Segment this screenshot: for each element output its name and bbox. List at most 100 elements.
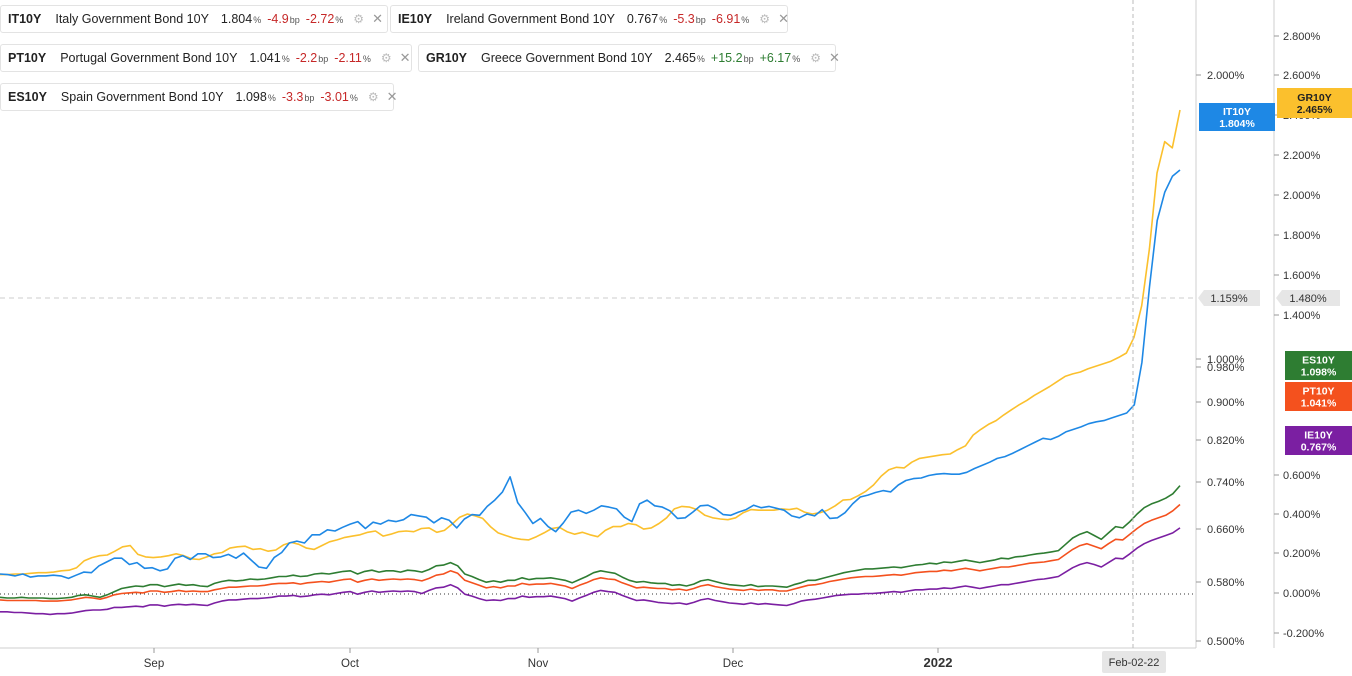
left-axis-tick-label: 0.660% <box>1207 524 1245 536</box>
left-axis: 2.000% 1.000%0.980% 0.900% 0.820% 0.740% 0.66… <box>1195 0 1245 648</box>
crosshair-date-label: Feb-02-22 <box>1109 657 1160 669</box>
end-tag-symbol: ES10Y <box>1302 355 1335 367</box>
end-tag-box <box>1199 103 1275 131</box>
legend-change: -4.9bp <box>267 12 300 26</box>
left-axis-tick-label: 0.500% <box>1207 636 1245 648</box>
legend-symbol[interactable]: IT10Y <box>8 12 42 26</box>
crosshair-right-value-box <box>1276 290 1340 306</box>
end-tag-symbol: PT10Y <box>1302 386 1334 398</box>
settings-icon[interactable]: ⚙ <box>810 51 821 65</box>
legend-symbol[interactable]: PT10Y <box>8 51 47 65</box>
settings-icon[interactable]: ⚙ <box>353 12 365 26</box>
legend-percent: -2.11% <box>334 51 371 65</box>
end-tag-symbol: GR10Y <box>1297 92 1331 104</box>
x-axis: Sep Oct Nov Dec 2022 <box>0 647 1196 670</box>
legend-name: Greece Government Bond 10Y <box>481 51 653 65</box>
legend-name: Spain Government Bond 10Y <box>60 90 224 104</box>
legend-symbol[interactable]: ES10Y <box>8 90 47 104</box>
legend-change: +15.2bp <box>710 51 754 65</box>
right-axis-tick-label: 1.800% <box>1283 230 1321 242</box>
end-tag-box <box>1285 426 1352 455</box>
end-tag-value: 0.767% <box>1301 442 1337 454</box>
x-axis-tick-label: Sep <box>144 658 164 670</box>
x-axis-tick-label: Dec <box>723 658 744 670</box>
right-axis-tick-label: 0.000% <box>1283 588 1321 600</box>
right-axis-tick-label: 2.800% <box>1283 31 1321 43</box>
right-axis-tick-label: 1.600% <box>1283 270 1321 282</box>
series-line-pt10y[interactable] <box>0 503 1181 602</box>
left-axis-tick-label: 1.000% <box>1207 354 1245 366</box>
series-line-it10y[interactable] <box>0 169 1181 580</box>
legend-pt10y[interactable]: PT10Y Portugal Government Bond 10Y 1.041% -… <box>0 44 412 72</box>
legend-ie10y[interactable]: IE10Y Ireland Government Bond 10Y 0.767% -5… <box>390 5 789 33</box>
legend-change: -3.3bp <box>281 90 315 104</box>
x-axis-tick-label: Oct <box>341 658 360 670</box>
right-axis-tick-label: 0.600% <box>1283 470 1321 482</box>
legend-es10y[interactable]: ES10Y Spain Government Bond 10Y 1.098% -3.3… <box>0 83 398 111</box>
close-icon[interactable]: ✕ <box>399 50 411 65</box>
crosshair-left-value-box <box>1198 290 1260 306</box>
left-axis-tick-label: 0.740% <box>1207 477 1245 489</box>
legend-percent: +6.17% <box>759 51 801 65</box>
right-axis-tick-label: 2.000% <box>1283 190 1321 202</box>
legend-value: 1.098% <box>235 90 276 104</box>
left-axis-tick-label: 0.820% <box>1207 435 1245 447</box>
right-axis-tick-label: 0.400% <box>1283 509 1321 521</box>
right-axis-tick-label: -0.200% <box>1283 628 1324 640</box>
end-tag-value: 1.041% <box>1301 398 1337 410</box>
series-line-gr10y[interactable] <box>0 109 1181 576</box>
right-axis-tick-label: 1.400% <box>1283 310 1321 322</box>
end-tag-value: 2.465% <box>1297 104 1333 116</box>
legend-percent: -3.01% <box>320 90 358 104</box>
end-tag-symbol: IE10Y <box>1304 430 1333 442</box>
right-axis-tick-label: 2.200% <box>1283 150 1321 162</box>
legend-name: Ireland Government Bond 10Y <box>446 12 615 26</box>
close-icon[interactable]: ✕ <box>829 50 840 65</box>
end-tag-box <box>1285 351 1352 380</box>
end-tags: GR10Y2.465%IT10Y1.804%ES10Y1.098%PT10Y1.… <box>1199 88 1352 455</box>
left-axis-tick-label: 2.000% <box>1207 70 1245 82</box>
close-icon[interactable]: ✕ <box>778 11 789 26</box>
settings-icon[interactable]: ⚙ <box>380 51 392 65</box>
settings-icon[interactable]: ⚙ <box>759 12 771 26</box>
legend-gr10y[interactable]: GR10Y Greece Government Bond 10Y 2.465% +15… <box>418 44 840 72</box>
left-axis-tick-label: 0.980% <box>1207 362 1245 374</box>
legend-change: -2.2bp <box>295 51 329 65</box>
series-line-ie10y[interactable] <box>0 527 1181 616</box>
end-tag-value: 1.804% <box>1219 118 1255 130</box>
legend-percent: -6.91% <box>711 12 750 26</box>
legend-value: 1.804% <box>220 12 262 26</box>
close-icon[interactable]: ✕ <box>372 11 383 26</box>
legend-percent: -2.72% <box>305 12 344 26</box>
end-tag-box <box>1277 88 1352 118</box>
legend-it10y[interactable]: IT10Y Italy Government Bond 10Y 1.804% -4.9… <box>0 5 388 33</box>
left-axis-tick-label: 0.580% <box>1207 577 1245 589</box>
series-line-es10y[interactable] <box>0 485 1181 600</box>
left-axis-tick-label: 0.900% <box>1207 397 1245 409</box>
legend-symbol[interactable]: GR10Y <box>426 51 467 65</box>
legend-name: Italy Government Bond 10Y <box>55 12 209 26</box>
legend-change: -5.3bp <box>673 12 706 26</box>
plot-lines <box>0 109 1196 616</box>
close-icon[interactable]: ✕ <box>386 89 398 104</box>
legend-name: Portugal Government Bond 10Y <box>60 51 238 65</box>
legend-value: 0.767% <box>626 12 668 26</box>
legend-value: 2.465% <box>664 51 705 65</box>
end-tag-symbol: IT10Y <box>1223 106 1251 118</box>
end-tag-value: 1.098% <box>1301 367 1337 379</box>
crosshair-date-box <box>1102 651 1166 673</box>
legend-symbol[interactable]: IE10Y <box>398 12 433 26</box>
end-tag-box <box>1285 382 1352 411</box>
x-axis-tick-label: 2022 <box>924 655 953 670</box>
crosshair-right-value: 1.480% <box>1289 293 1327 305</box>
x-axis-tick-label: Nov <box>528 658 549 670</box>
crosshair-left-value: 1.159% <box>1210 293 1248 305</box>
settings-icon[interactable]: ⚙ <box>367 90 379 104</box>
